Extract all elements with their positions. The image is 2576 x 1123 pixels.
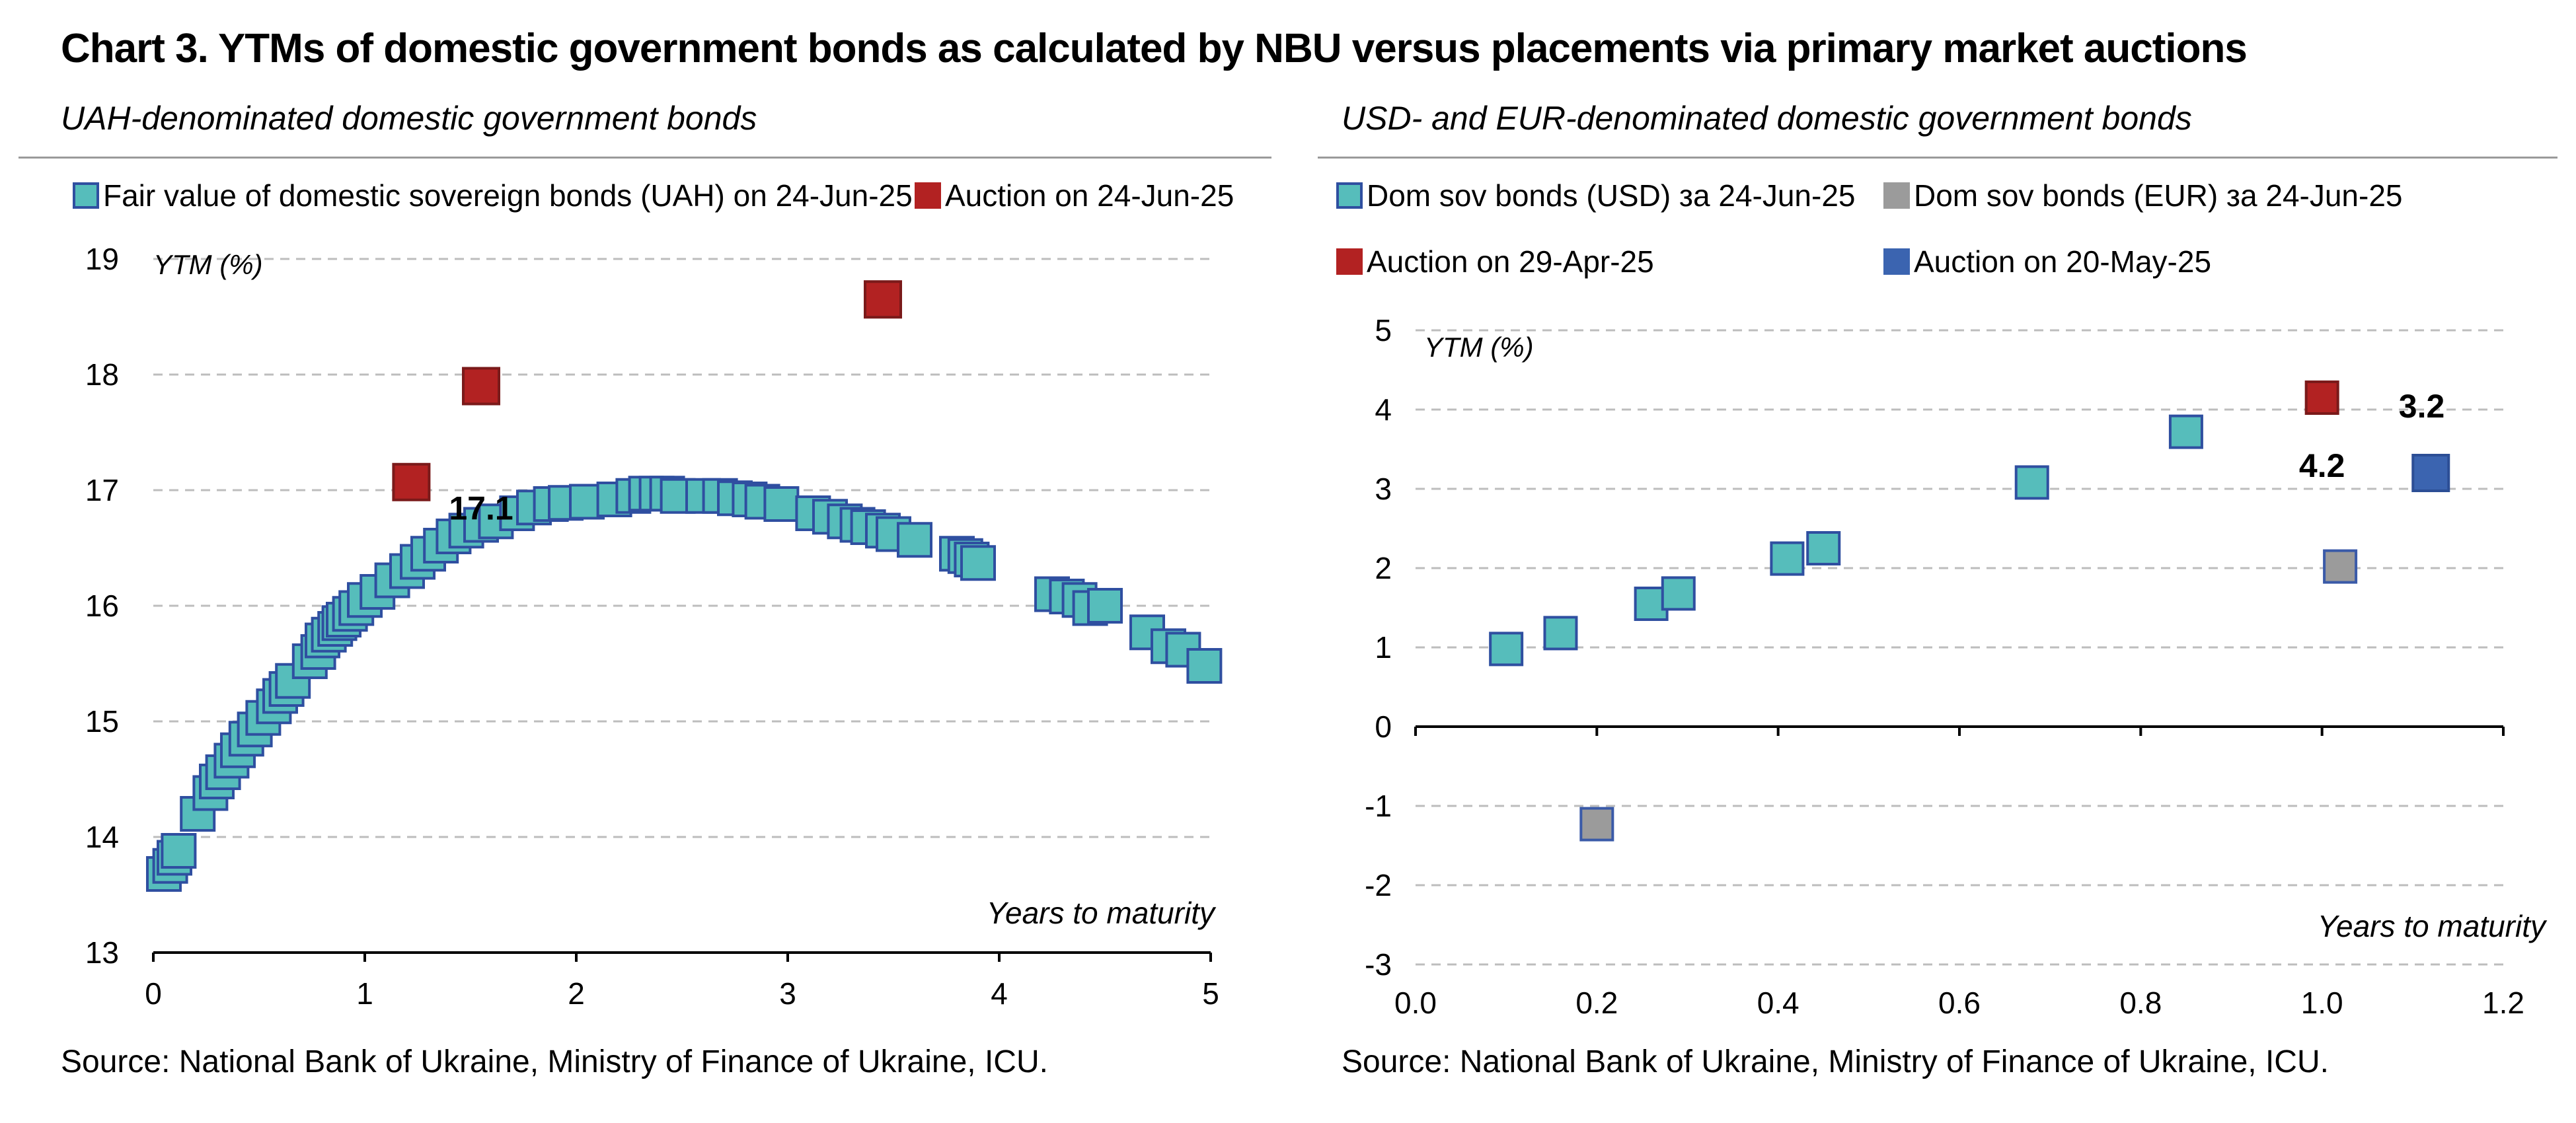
right-header-rule [1318, 157, 2557, 159]
left-y-tick-label: 16 [85, 589, 119, 623]
left-y-tick-label: 14 [85, 820, 119, 854]
right-y-axis-title: YTM (%) [1424, 332, 1534, 363]
left-data-point [864, 280, 902, 319]
right-x-tick-label: 0.2 [1575, 986, 1618, 1020]
right-data-point [2014, 465, 2049, 500]
left-data-point [161, 833, 197, 869]
right-legend-swatch [1336, 182, 1363, 209]
left-y-tick-label: 18 [85, 357, 119, 392]
right-legend-swatch [1883, 248, 1910, 275]
right-x-tick-label: 0.8 [2119, 986, 2162, 1020]
right-x-tick-label: 0.4 [1757, 986, 1799, 1020]
right-legend-label: Auction on 29-Apr-25 [1367, 244, 1654, 279]
left-data-point [1087, 588, 1123, 624]
right-x-tick-label: 1.2 [2482, 986, 2524, 1020]
left-chart-subtitle: UAH-denominated domestic government bond… [61, 100, 757, 137]
left-data-point [1186, 648, 1223, 684]
left-data-label: 17.1 [449, 489, 513, 526]
right-chart-subtitle: USD- and EUR-denominated domestic govern… [1342, 100, 2192, 137]
left-data-point [960, 545, 996, 581]
right-x-tick-label: 0.0 [1394, 986, 1437, 1020]
right-x-tick-label: 0.6 [1938, 986, 1981, 1020]
left-x-tick-label: 2 [568, 976, 585, 1011]
right-y-tick-label: -2 [1365, 868, 1392, 902]
right-data-point [2323, 549, 2358, 584]
left-header-rule [19, 157, 1271, 159]
right-legend-label: Dom sov bonds (USD) за 24-Jun-25 [1367, 178, 1856, 213]
left-x-tick-label: 5 [1202, 976, 1219, 1011]
right-data-point [2304, 380, 2339, 415]
right-data-point [1489, 632, 1524, 667]
right-legend-label: Dom sov bonds (EUR) за 24-Jun-25 [1914, 178, 2403, 213]
left-source-note: Source: National Bank of Ukraine, Minist… [61, 1044, 1048, 1079]
right-y-tick-label: -3 [1365, 947, 1392, 982]
left-x-tick-label: 4 [991, 976, 1008, 1011]
right-data-point [1579, 807, 1614, 842]
uah-bonds-chart: 13 14 15 16 17 18 19 0 1 2 3 4 5 YTM (%) Years to matu… [73, 178, 1234, 1011]
right-legend-label: Auction on 20-May-25 [1914, 244, 2211, 279]
right-x-axis-title: Years to maturity [2318, 909, 2548, 943]
right-source-note: Source: National Bank of Ukraine, Minist… [1342, 1044, 2329, 1079]
right-y-tick-label: 4 [1375, 392, 1392, 427]
chart-title: Chart 3. YTMs of domestic government bon… [61, 26, 2248, 71]
right-y-tick-label: 3 [1375, 472, 1392, 506]
left-data-point [462, 367, 500, 406]
usd-eur-bonds-chart: -3 -2 -1 0 1 2 3 4 5 0.0 0.2 0.4 0.6 0.8 1.0 1.2 YTM (%)… [1336, 178, 2548, 1020]
right-y-tick-label: 0 [1375, 709, 1392, 744]
right-legend-swatch [1883, 182, 1910, 209]
right-y-tick-label: 2 [1375, 551, 1392, 585]
left-y-tick-label: 17 [85, 473, 119, 507]
left-y-axis-title: YTM (%) [153, 249, 263, 280]
right-data-point [1770, 541, 1805, 576]
left-x-tick-label: 1 [356, 976, 373, 1011]
right-y-tick-label: 5 [1375, 313, 1392, 347]
left-x-axis-title: Years to maturity [987, 896, 1217, 930]
right-x-tick-label: 1.0 [2301, 986, 2343, 1020]
right-data-label: 3.2 [2399, 388, 2445, 425]
right-legend-swatch [1336, 248, 1363, 275]
left-data-point [897, 522, 932, 558]
right-data-point [1806, 531, 1841, 565]
left-legend-label: Fair value of domestic sovereign bonds (… [103, 178, 913, 213]
left-y-tick-label: 19 [85, 242, 119, 276]
left-data-point [392, 462, 431, 501]
left-y-tick-label: 13 [85, 935, 119, 970]
right-y-tick-label: -1 [1365, 789, 1392, 823]
right-data-point [1543, 616, 1578, 651]
right-data-point [2411, 454, 2450, 492]
left-x-tick-label: 3 [779, 976, 796, 1011]
right-y-tick-label: 1 [1375, 630, 1392, 665]
right-data-point [1661, 576, 1696, 611]
right-data-point [2168, 414, 2203, 449]
right-data-label: 4.2 [2299, 447, 2345, 484]
left-y-tick-label: 15 [85, 704, 119, 739]
left-legend-label: Auction on 24-Jun-25 [945, 178, 1234, 213]
left-x-tick-label: 0 [145, 976, 162, 1011]
left-legend-swatch [73, 182, 99, 209]
left-legend-swatch [915, 182, 941, 209]
